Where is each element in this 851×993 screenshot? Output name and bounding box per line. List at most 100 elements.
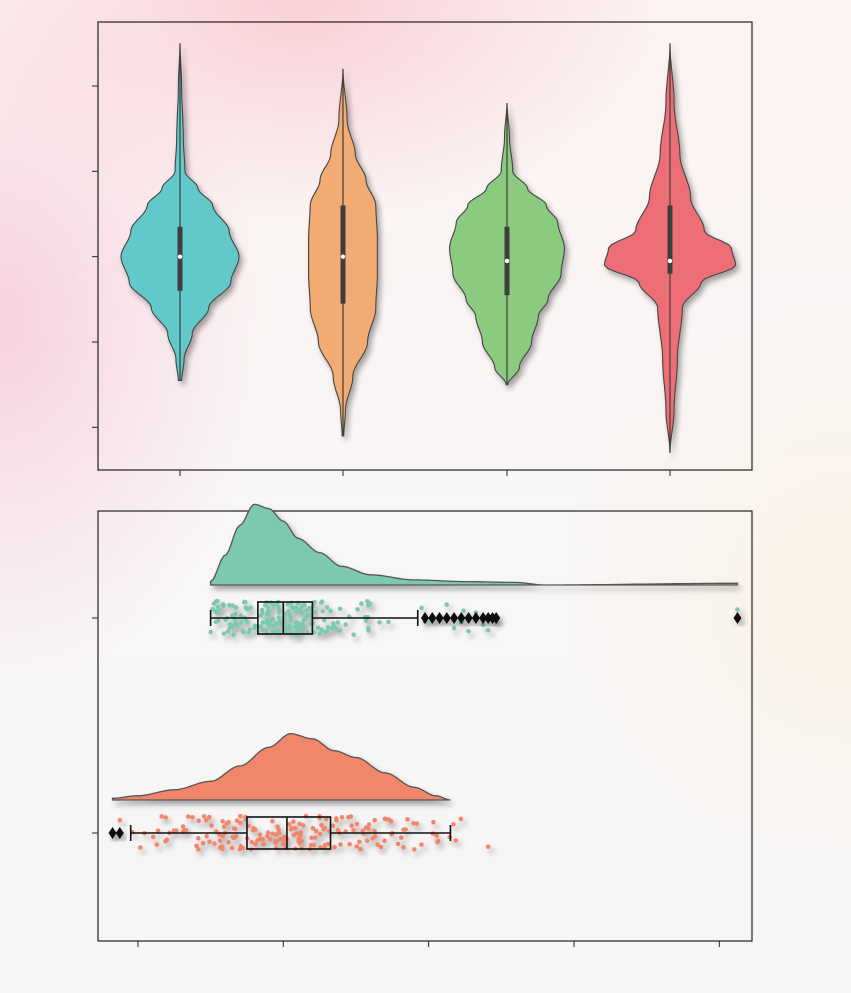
violin-3 (449, 103, 565, 386)
rain-point (333, 625, 339, 631)
rain-point (277, 629, 282, 634)
rain-point (337, 606, 343, 612)
violin-median-point (340, 254, 346, 259)
rain-point (234, 818, 240, 823)
rain-point (310, 826, 316, 831)
rain-point (276, 609, 282, 614)
rain-point (237, 820, 243, 826)
rain-point (411, 821, 416, 826)
rain-point (257, 832, 263, 837)
rain-point (355, 607, 360, 612)
raincloud-chart (92, 503, 753, 947)
rain-point (252, 625, 257, 631)
rain-point (253, 827, 258, 832)
outlier-diamond (115, 827, 124, 839)
outlier-diamond (108, 827, 117, 839)
rain-point (461, 608, 466, 614)
rain-point (320, 608, 326, 614)
rain-point (271, 623, 276, 629)
density-cloud (209, 503, 739, 586)
rain-point (480, 622, 486, 628)
outlier-diamond (471, 612, 480, 624)
rain-point (372, 834, 378, 839)
rain-point (434, 833, 440, 838)
rain-point (207, 839, 212, 844)
rain-point (405, 817, 410, 822)
rain-point (330, 621, 336, 626)
iqr-box (257, 601, 314, 635)
rain-point (194, 843, 199, 849)
outlier-markers (421, 612, 742, 624)
rain-point (220, 602, 226, 607)
rain-point (324, 817, 329, 822)
rain-point (267, 836, 273, 842)
rain-point (276, 604, 281, 610)
rain-point (325, 841, 331, 847)
rain-point (366, 628, 371, 633)
rain-point (209, 823, 214, 828)
rain-point (261, 842, 266, 847)
rain-point (246, 630, 251, 635)
rain-point (271, 602, 276, 608)
rain-point (233, 833, 239, 839)
outlier-markers (108, 827, 124, 839)
rain-point (225, 629, 231, 634)
rain-point (298, 832, 303, 838)
rain-point (367, 601, 373, 606)
rain-point (322, 617, 327, 623)
rain-point (339, 815, 345, 820)
rain-point (384, 817, 390, 822)
rain-point (226, 820, 231, 825)
rain-point (302, 603, 307, 608)
outlier-diamond (733, 612, 742, 624)
rain-point (289, 605, 295, 610)
rain-point (185, 814, 191, 819)
rain-point (317, 831, 323, 837)
rain-point (359, 601, 364, 606)
rain-point (312, 609, 318, 615)
rain-point (458, 816, 464, 822)
rain-point (232, 611, 238, 617)
rain-point (283, 624, 289, 629)
rain-point (249, 839, 255, 845)
rain-point (431, 819, 436, 825)
rain-point (301, 823, 306, 828)
rain-point (485, 844, 491, 849)
rain-point (216, 607, 222, 612)
rain-point (286, 629, 292, 634)
rain-point (243, 606, 249, 611)
rain-point (337, 628, 343, 633)
rain-point (266, 611, 271, 617)
outlier-diamond (492, 612, 501, 624)
rain-point (208, 629, 213, 635)
rain-point (154, 842, 160, 847)
rain-point (216, 618, 221, 623)
rain-point (180, 824, 186, 829)
rain-point (332, 844, 337, 850)
violin-plot-frame (97, 21, 753, 471)
rain-point (329, 626, 334, 631)
rain-point (253, 841, 258, 847)
rain-point (285, 602, 291, 607)
rain-point (354, 821, 360, 827)
rain-point (213, 599, 219, 604)
rain-point (298, 606, 303, 612)
rain-point (335, 620, 341, 625)
outlier-diamond (442, 612, 451, 624)
raincloud-1 (208, 503, 742, 638)
rain-point (451, 625, 457, 631)
iqr-box (246, 816, 332, 850)
box-plot (209, 601, 419, 635)
rain-point (354, 844, 360, 849)
violin-chart (92, 21, 753, 476)
violin-4 (603, 43, 737, 453)
rain-point (260, 620, 266, 625)
rain-point (200, 840, 206, 846)
rain-point (274, 620, 279, 626)
rain-point (238, 813, 243, 819)
rain-point (485, 628, 491, 633)
box-plot (129, 816, 452, 850)
rain-point (163, 815, 168, 820)
outlier-diamond (464, 612, 473, 624)
